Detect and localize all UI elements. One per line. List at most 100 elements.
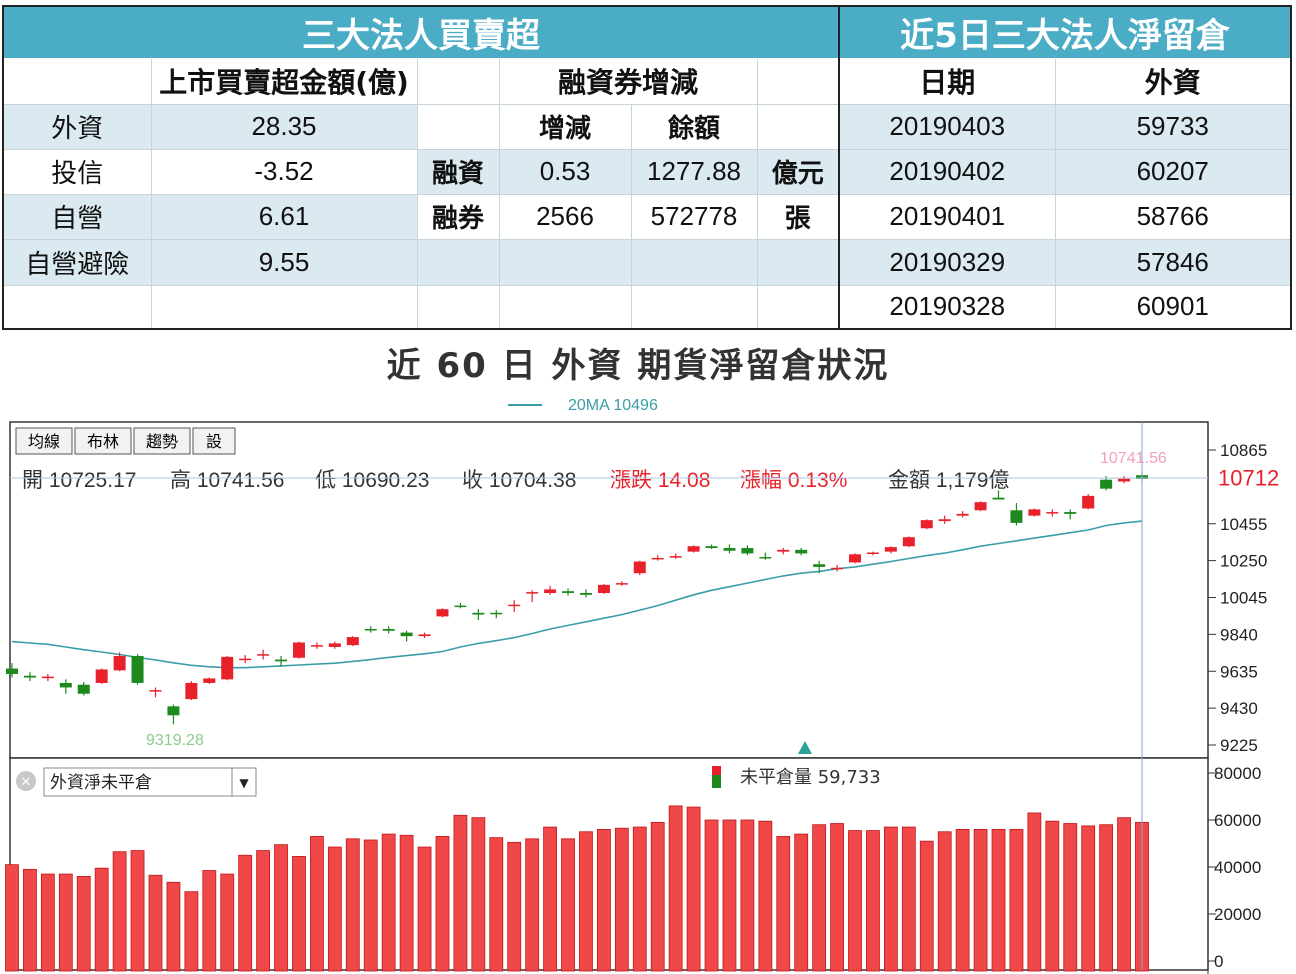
chart-title: 近 60 日 外資 期貨淨留倉狀況	[386, 346, 890, 386]
volume-bar	[794, 833, 809, 972]
volume-bar	[1027, 812, 1042, 972]
candle	[185, 682, 198, 700]
ohlc-open: 開 10725.17	[22, 469, 136, 492]
volume-bar	[1081, 825, 1096, 972]
candle	[1010, 510, 1023, 523]
candle	[974, 502, 987, 511]
high-label: 10741.56	[1100, 450, 1167, 467]
volume-bar	[184, 891, 199, 972]
ohlc-info: 開 10725.17 高 10741.56 低 10690.23 收 10704…	[22, 469, 1009, 492]
candle	[633, 561, 646, 574]
price-tick-label: 9430	[1220, 699, 1258, 718]
margin-change-header: 增減	[498, 103, 632, 150]
candle	[562, 591, 575, 594]
indicator-select[interactable]	[43, 767, 257, 797]
candle	[59, 682, 72, 688]
institutional-table: 三大法人買賣超 上市買賣超金額(億) 融資券增減 外資 28.35 增減 餘額 …	[2, 5, 840, 330]
bollinger-button-label: 布林	[87, 432, 119, 451]
candle	[669, 556, 682, 558]
candle	[472, 612, 485, 615]
candle	[849, 554, 862, 563]
candle	[741, 548, 754, 554]
candle	[1064, 512, 1077, 514]
foreign-cell: 60901	[1054, 284, 1292, 330]
candle	[23, 675, 36, 678]
volume-legend: 未平倉量 59,733	[740, 767, 881, 788]
ohlc-high: 高 10741.56	[170, 469, 284, 492]
volume-bar	[112, 851, 127, 972]
candle	[221, 656, 234, 680]
chevron-down-icon: ▼	[239, 776, 249, 790]
foreign-cell: 58766	[1054, 193, 1292, 240]
candle	[705, 546, 718, 549]
candle	[436, 609, 449, 617]
volume-bar	[776, 836, 791, 972]
volume-bar	[327, 846, 342, 972]
margin-unit: 張	[756, 193, 840, 240]
marker-triangle-icon	[798, 741, 812, 754]
candle	[723, 548, 736, 551]
ohlc-change: 漲跌 14.08	[610, 469, 710, 492]
candle	[956, 513, 969, 516]
trend-button[interactable]	[133, 427, 191, 455]
indicator-select-value: 外資淨未平倉	[50, 773, 152, 793]
volume-bar	[166, 881, 181, 972]
candle	[992, 497, 1005, 500]
settings-button[interactable]	[192, 427, 236, 455]
candle	[831, 567, 844, 570]
price-tick-label: 9225	[1220, 736, 1258, 755]
ohlc-pct: 漲幅 0.13%	[740, 469, 847, 492]
candle	[310, 645, 323, 647]
volume-bar	[883, 826, 898, 972]
volume-bar	[94, 867, 109, 972]
volume-bar	[848, 830, 862, 972]
volume-bar	[507, 841, 522, 972]
row-name: 自營避險	[2, 238, 152, 286]
ma-line	[11, 520, 1143, 669]
ma-button[interactable]	[15, 427, 73, 455]
volume-bar	[1045, 820, 1060, 972]
bollinger-button[interactable]	[74, 427, 132, 455]
volume-bar	[650, 821, 665, 972]
date-cell: 20190328	[838, 284, 1056, 330]
volume-tick-label: 40000	[1214, 858, 1261, 877]
volume-bar	[812, 824, 827, 972]
row-name: 外資	[2, 103, 152, 150]
volume-bar	[256, 850, 271, 972]
volume-bar	[76, 875, 91, 972]
row-amount: 28.35	[150, 103, 418, 150]
volume-bar	[1063, 823, 1078, 972]
date-cell: 20190329	[838, 238, 1056, 286]
candle	[938, 519, 951, 522]
candle	[203, 678, 216, 683]
volume-tick-label: 0	[1214, 952, 1223, 971]
volume-bar	[614, 827, 629, 972]
margin-balance-header: 餘額	[630, 103, 758, 150]
volume-bar	[1117, 817, 1131, 972]
candle	[77, 684, 90, 694]
institutional-title: 三大法人買賣超	[2, 5, 840, 59]
candle	[884, 547, 897, 552]
candle	[131, 655, 144, 683]
margin-unit: 億元	[756, 148, 840, 195]
volume-bar	[453, 814, 468, 972]
candle	[544, 589, 557, 594]
volume-bar	[292, 856, 306, 972]
date-header: 日期	[838, 57, 1056, 105]
close-icon[interactable]	[16, 771, 36, 791]
volume-bar	[704, 819, 719, 972]
candle	[1100, 479, 1113, 489]
ma-legend: 20MA 10496	[568, 397, 658, 414]
candle	[113, 655, 126, 671]
candle	[902, 537, 915, 547]
candle	[41, 676, 54, 679]
volume-bar	[310, 836, 324, 972]
ohlc-low: 低 10690.23	[315, 469, 429, 492]
settings-button-label: 設	[206, 432, 222, 451]
candle	[687, 546, 700, 552]
candle	[239, 658, 252, 661]
volume-bar	[579, 831, 593, 972]
volume-tick-label: 20000	[1214, 905, 1261, 924]
current-price: 10712	[1218, 466, 1279, 491]
candle	[454, 605, 467, 608]
